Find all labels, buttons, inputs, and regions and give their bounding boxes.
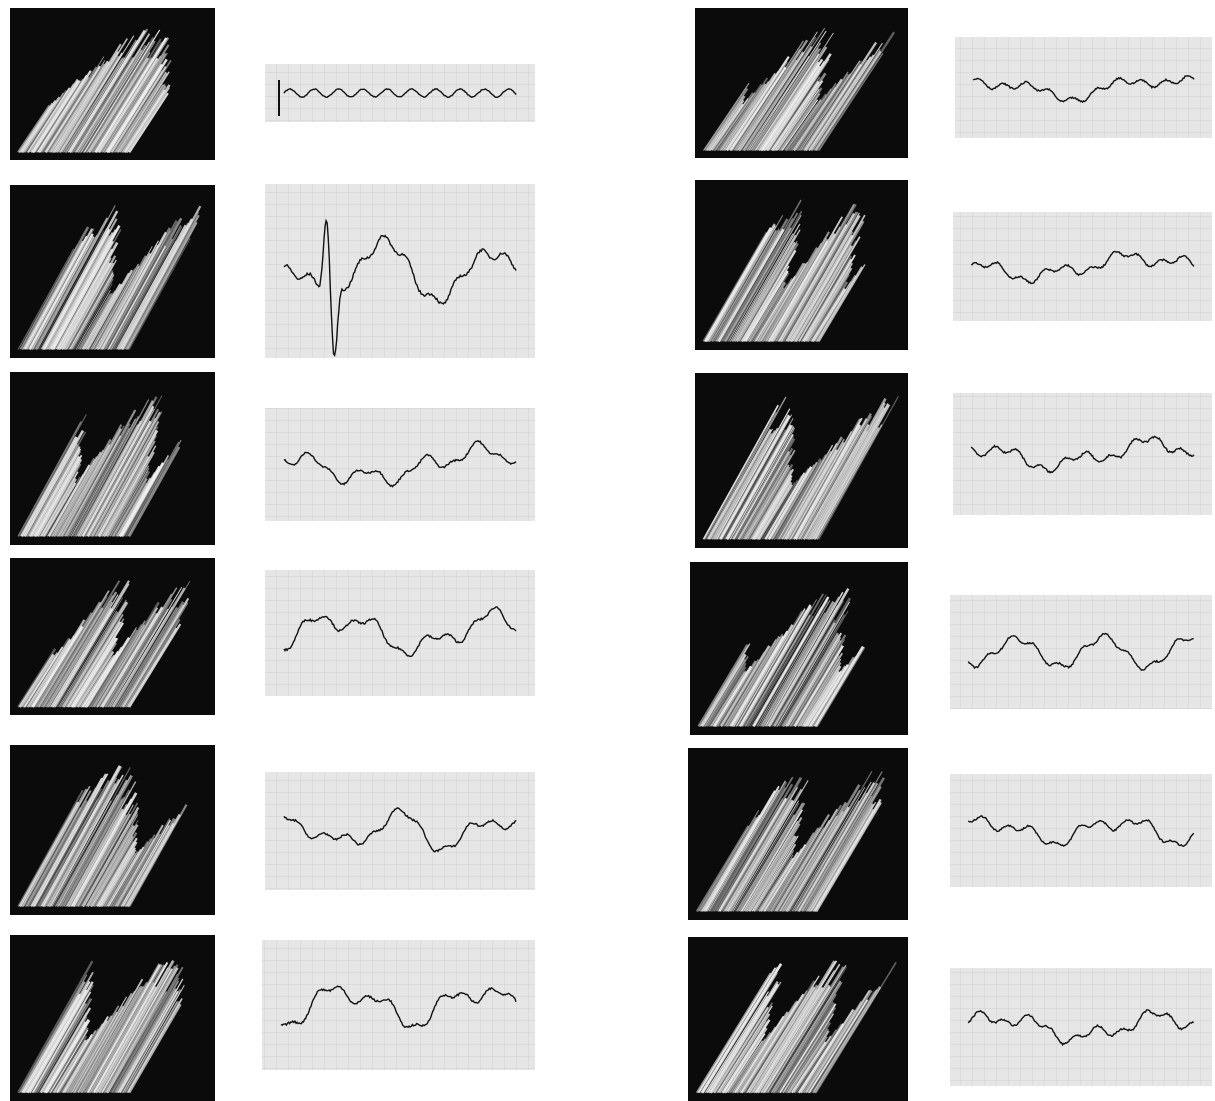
trace-grid xyxy=(265,570,535,696)
trace-grid xyxy=(262,940,535,1070)
eeg-trace xyxy=(265,772,535,890)
eeg-trace xyxy=(265,184,535,358)
spectral-array xyxy=(10,372,215,545)
trace-grid xyxy=(950,968,1212,1086)
spectral-array xyxy=(10,558,215,715)
spectral-array xyxy=(695,8,908,158)
eeg-trace xyxy=(265,570,535,696)
eeg-trace xyxy=(265,64,535,122)
eeg-trace xyxy=(955,37,1212,138)
spectral-array xyxy=(10,935,215,1101)
trace-grid xyxy=(955,37,1212,138)
trace-grid xyxy=(953,212,1212,321)
figure xyxy=(0,0,1215,1101)
page: (() => { const data = JSON.parse(documen… xyxy=(0,0,1215,1101)
trace-grid xyxy=(265,772,535,890)
spectral-array xyxy=(688,937,908,1101)
eeg-trace xyxy=(953,212,1212,321)
trace-grid xyxy=(265,408,535,521)
spectral-array xyxy=(695,180,908,350)
eeg-trace xyxy=(950,968,1212,1086)
trace-grid xyxy=(950,595,1212,709)
trace-grid xyxy=(265,184,535,358)
spectral-array xyxy=(688,748,908,920)
trace-grid xyxy=(950,774,1212,887)
spectral-array xyxy=(10,745,215,915)
eeg-trace xyxy=(265,408,535,521)
spectral-array xyxy=(690,562,908,735)
spectral-array xyxy=(10,8,215,160)
eeg-trace xyxy=(953,393,1212,515)
eeg-trace xyxy=(950,595,1212,709)
trace-grid xyxy=(265,64,535,122)
spectral-array xyxy=(10,185,215,358)
eeg-trace xyxy=(950,774,1212,887)
eeg-trace xyxy=(262,940,535,1070)
spectral-array xyxy=(695,373,908,548)
